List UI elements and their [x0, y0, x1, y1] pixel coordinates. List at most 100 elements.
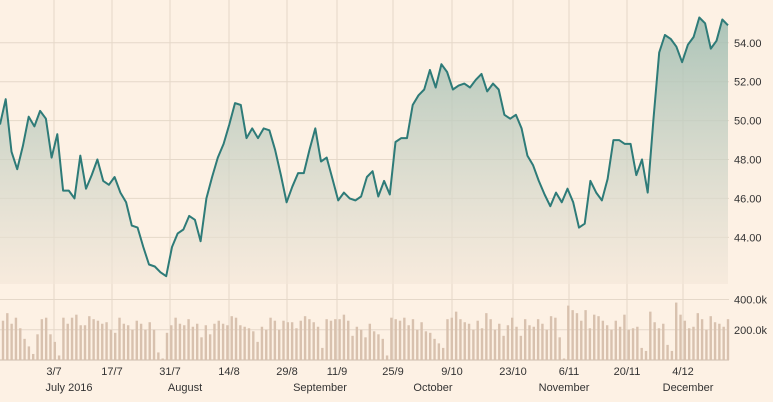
volume-bar	[588, 328, 592, 360]
volume-bar	[269, 317, 272, 360]
volume-bar	[679, 314, 682, 360]
date-tick-label: 11/9	[327, 366, 348, 378]
volume-bar	[114, 332, 117, 360]
volume-bar	[44, 317, 48, 360]
volume-bar	[463, 322, 466, 360]
volume-bar	[420, 322, 423, 360]
date-tick-label: 31/7	[159, 366, 180, 378]
volume-bar	[359, 329, 363, 360]
volume-bar	[666, 344, 669, 360]
volume-bar	[57, 355, 61, 360]
volume-bar	[450, 317, 454, 360]
volume-bars	[1, 302, 730, 360]
volume-bar	[675, 302, 678, 360]
volume-bar	[506, 325, 510, 360]
volume-bar	[692, 326, 695, 360]
volume-bar	[96, 320, 100, 360]
volume-bar	[657, 328, 661, 360]
volume-bar	[152, 329, 156, 360]
volume-bar	[161, 358, 164, 360]
volume-bar	[303, 316, 307, 360]
volume-bar	[27, 346, 31, 360]
volume-bar	[605, 325, 609, 360]
volume-bar	[683, 320, 687, 360]
volume-bar	[6, 313, 9, 360]
month-label: July 2016	[45, 382, 92, 394]
volume-bar	[252, 331, 255, 360]
price-tick-label: 48.00	[734, 155, 762, 167]
volume-bar	[92, 319, 95, 360]
date-tick-label: 4/12	[672, 366, 693, 378]
volume-bar	[726, 319, 730, 360]
volume-bar	[614, 320, 617, 360]
volume-bar	[109, 329, 113, 360]
volume-bar	[204, 325, 208, 360]
volume-bar	[687, 328, 691, 360]
volume-bar	[593, 314, 596, 360]
volume-bar	[79, 325, 82, 360]
volume-bar	[480, 328, 484, 360]
volume-bar	[342, 314, 346, 360]
volume-bar	[433, 338, 436, 360]
volume-bar	[429, 332, 432, 360]
volume-bar	[567, 305, 570, 360]
volume-bar	[515, 326, 518, 360]
volume-bar	[243, 326, 246, 360]
volume-bar	[157, 352, 160, 360]
volume-bar	[295, 328, 298, 360]
volume-bar	[528, 325, 531, 360]
volume-bar	[351, 335, 354, 360]
volume-bar	[446, 319, 449, 360]
volume-bar	[265, 329, 268, 360]
volume-bar	[584, 310, 587, 360]
volume-bar	[653, 322, 656, 360]
volume-bar	[118, 317, 121, 360]
volume-bar	[144, 329, 147, 360]
volume-bar	[105, 322, 108, 360]
volume-bar	[221, 323, 225, 360]
volume-bar	[256, 341, 259, 360]
volume-bar	[662, 323, 665, 360]
month-label: December	[663, 382, 714, 394]
volume-bar	[532, 326, 536, 360]
volume-bar	[83, 325, 87, 360]
volume-bar	[575, 313, 579, 360]
volume-bar	[554, 317, 557, 360]
date-tick-label: 17/7	[101, 366, 122, 378]
volume-bar	[580, 320, 583, 360]
volume-bar	[62, 317, 65, 360]
volume-bar	[195, 323, 199, 360]
volume-bar	[649, 311, 652, 360]
volume-bar	[627, 329, 630, 360]
volume-bar	[334, 319, 337, 360]
volume-bar	[226, 325, 229, 360]
volume-bar	[329, 320, 333, 360]
volume-bar	[498, 323, 501, 360]
price-line	[0, 16, 729, 278]
volume-bar	[183, 325, 186, 360]
volume-bar	[623, 314, 626, 360]
volume-bar	[174, 317, 177, 360]
price-tick-label: 44.00	[734, 232, 762, 244]
date-tick-label: 3/7	[46, 366, 61, 378]
volume-bar	[705, 329, 708, 360]
volume-bar	[601, 320, 605, 360]
volume-bar	[385, 355, 389, 360]
price-axis-labels: 54.00 52.00 50.00 48.00 46.00 44.00	[734, 38, 762, 245]
volume-bar	[338, 319, 341, 360]
volume-bar	[610, 329, 613, 360]
volume-bar	[208, 334, 212, 360]
volume-bar	[36, 334, 39, 360]
volume-bar	[364, 337, 367, 360]
volume-bar	[178, 323, 182, 360]
volume-bar	[101, 323, 104, 360]
price-tick-label: 50.00	[734, 116, 762, 128]
volume-bar	[493, 329, 497, 360]
volume-bar	[234, 317, 238, 360]
volume-bar	[718, 323, 721, 360]
volume-bar	[476, 320, 479, 360]
volume-bar	[217, 320, 220, 360]
date-tick-label: 29/8	[276, 366, 297, 378]
volume-bar	[66, 323, 69, 360]
